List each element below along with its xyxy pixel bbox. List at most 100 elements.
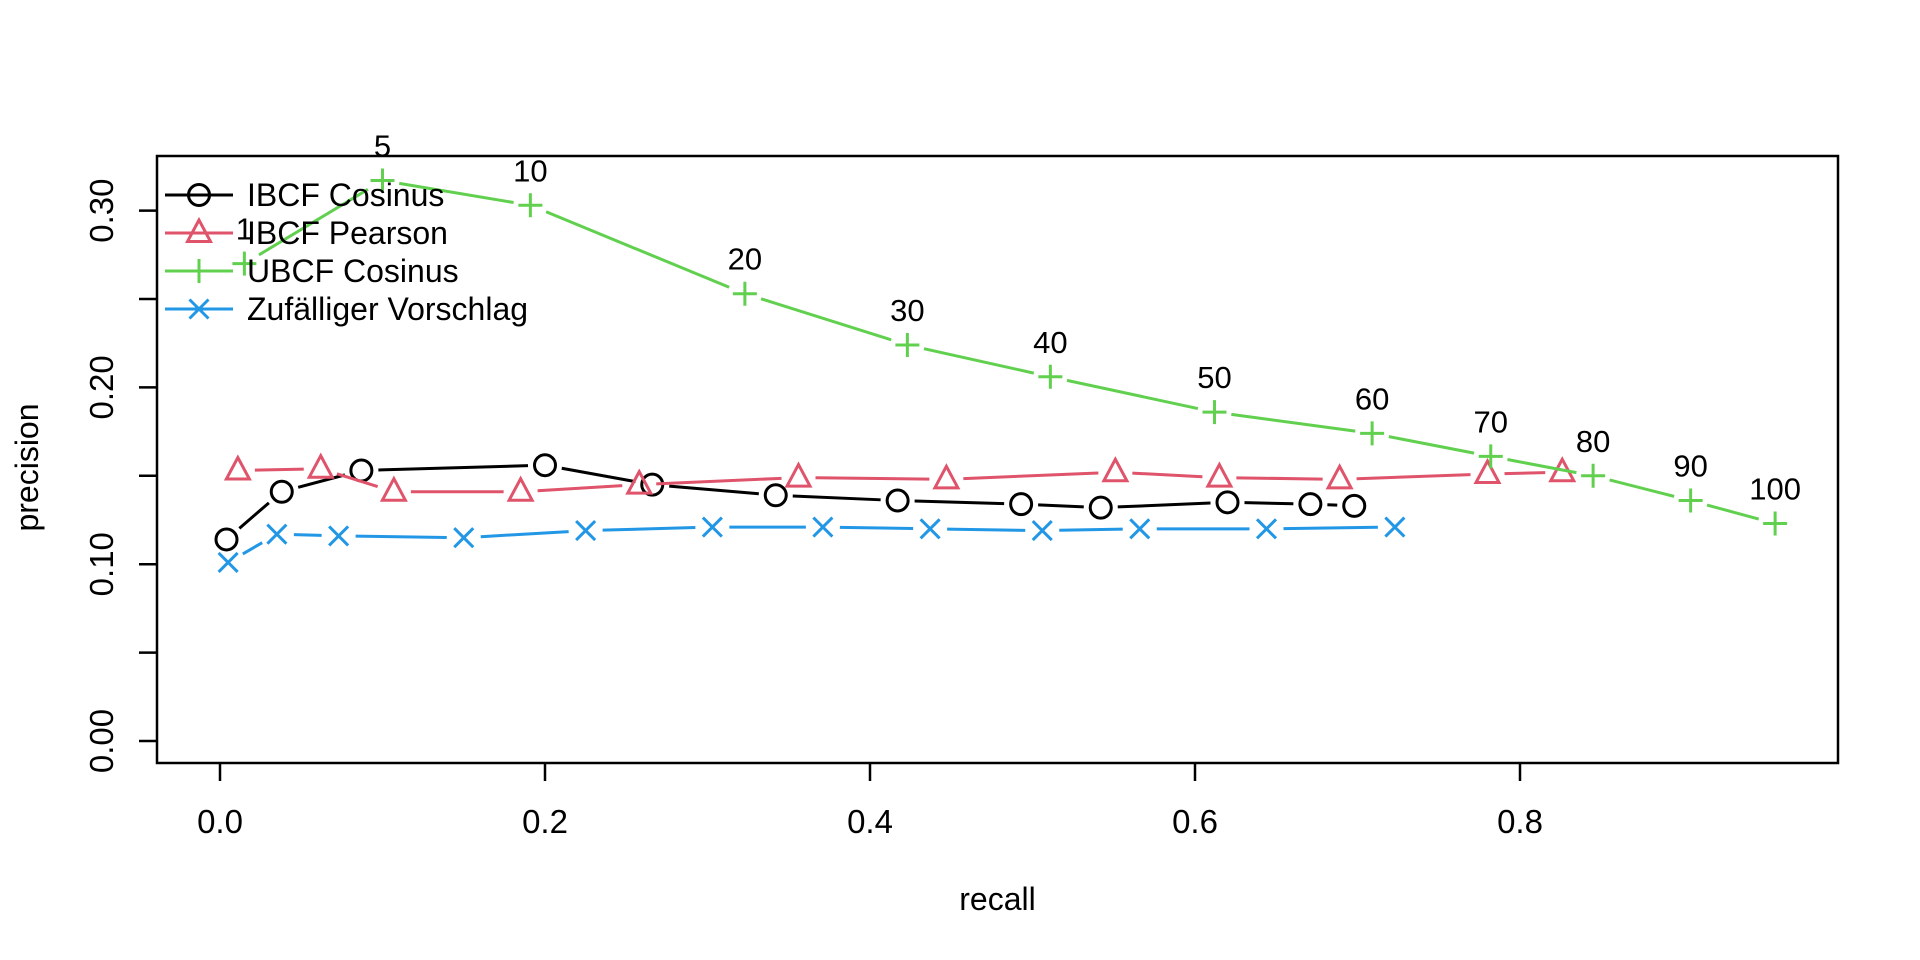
legend-item: IBCF Pearson: [165, 215, 448, 251]
data-point-marker: [506, 475, 535, 502]
series-line-segment: [480, 530, 569, 539]
point-label: 1: [236, 212, 253, 247]
data-point-marker: [1581, 463, 1606, 488]
series-line-segment: [537, 484, 623, 493]
x-tick-label: 0.2: [522, 803, 568, 840]
point-label: 30: [890, 293, 924, 328]
data-point-marker: [1360, 421, 1385, 446]
series-line-segment: [336, 472, 379, 489]
data-point-marker: [1298, 492, 1323, 517]
data-point-marker: [187, 259, 211, 283]
series-line-segment: [792, 494, 881, 502]
data-point-marker: [763, 483, 788, 508]
data-point-marker: [533, 453, 557, 478]
legend-label: UBCF Cosinus: [247, 253, 459, 289]
data-point-marker: [932, 463, 961, 490]
data-point-marker: [188, 298, 210, 320]
series-ubcf-cosinus: [232, 168, 1788, 536]
legend-label: IBCF Cosinus: [247, 177, 444, 213]
data-point-marker: [1255, 518, 1278, 540]
data-point-marker: [895, 332, 920, 357]
data-point-marker: [1129, 518, 1151, 540]
series-line-segment: [1132, 471, 1203, 479]
data-point-marker: [919, 518, 941, 540]
series-line-segment: [1507, 458, 1577, 475]
series-line-segment: [1504, 471, 1546, 476]
point-label: 60: [1355, 381, 1389, 416]
data-point-marker: [269, 479, 294, 504]
series-line-segment: [1706, 503, 1760, 521]
series-line-segment: [1231, 412, 1356, 433]
point-label: 40: [1033, 325, 1067, 360]
y-tick-label: 0.30: [83, 178, 120, 242]
x-axis-title: recall: [959, 881, 1035, 917]
series-line-segment: [947, 527, 1026, 532]
data-point-marker: [370, 168, 395, 193]
data-point-marker: [1763, 511, 1788, 536]
data-point-marker: [232, 251, 257, 276]
legend-item: UBCF Cosinus: [165, 253, 459, 289]
point-label: 90: [1673, 449, 1707, 484]
series-line-segment: [1066, 378, 1199, 411]
data-point-marker: [1384, 516, 1406, 538]
series-line-segment: [669, 484, 759, 496]
series-line-segment: [815, 476, 930, 481]
series-line-segment: [760, 297, 892, 342]
y-axis: 0.00 0.10 0.20 0.30: [83, 178, 157, 773]
series-line-segment: [258, 188, 369, 257]
data-point-marker: [266, 523, 288, 545]
y-tick-label: 0.00: [83, 709, 120, 773]
legend-item: IBCF Cosinus: [165, 177, 444, 213]
legend-label: Zufälliger Vorschlag: [247, 291, 528, 327]
series-line-segment: [656, 476, 782, 486]
data-point-marker: [1202, 400, 1227, 425]
y-tick-label: 0.20: [83, 355, 120, 419]
data-point-marker: [223, 454, 252, 481]
data-point-marker: [184, 216, 214, 243]
x-tick-label: 0.0: [197, 803, 243, 840]
series-line-segment: [238, 501, 270, 530]
data-point-marker: [1088, 495, 1113, 520]
data-point-marker: [1325, 463, 1354, 490]
data-point-marker: [625, 468, 654, 495]
legend-item: Zufälliger Vorschlag: [165, 291, 528, 327]
x-axis: 0.0 0.2 0.4 0.6 0.8: [197, 763, 1543, 840]
series-line-segment: [355, 534, 447, 539]
data-point-marker: [1678, 488, 1703, 513]
series-line-segment: [1059, 527, 1123, 532]
point-label: 5: [374, 129, 391, 164]
data-point-marker: [1038, 364, 1063, 389]
x-tick-label: 0.6: [1172, 803, 1218, 840]
point-label: 70: [1474, 404, 1508, 439]
point-label: 20: [728, 242, 762, 277]
data-point-marker: [1473, 457, 1502, 485]
series-zuf-lliger-vorschlag: [217, 516, 1406, 573]
series-line-segment: [561, 466, 636, 484]
data-point-marker: [1031, 520, 1053, 542]
series-line-segment: [378, 464, 529, 472]
series-line-segment: [1609, 478, 1675, 498]
data-point-marker: [217, 551, 239, 573]
series-line-segment: [923, 347, 1035, 375]
series-line-segment: [399, 181, 514, 204]
y-tick-label: 0.10: [83, 532, 120, 596]
x-tick-label: 0.4: [847, 803, 893, 840]
data-point-marker: [1009, 492, 1034, 517]
data-point-marker: [306, 452, 335, 479]
series-line-segment: [1038, 503, 1084, 509]
data-point-marker: [812, 516, 834, 538]
series-line-segment: [545, 210, 730, 289]
series-line-segment: [1236, 476, 1323, 481]
series-line-segment: [1244, 501, 1294, 506]
plot-border: [155, 154, 1840, 765]
data-point-marker: [328, 525, 350, 547]
series-line-segment: [914, 499, 1005, 506]
data-point-marker: [1215, 490, 1240, 515]
data-point-marker: [1101, 456, 1130, 483]
series-line-segment: [1283, 525, 1378, 531]
data-point-marker: [187, 183, 211, 207]
data-point-marker: [214, 527, 239, 552]
